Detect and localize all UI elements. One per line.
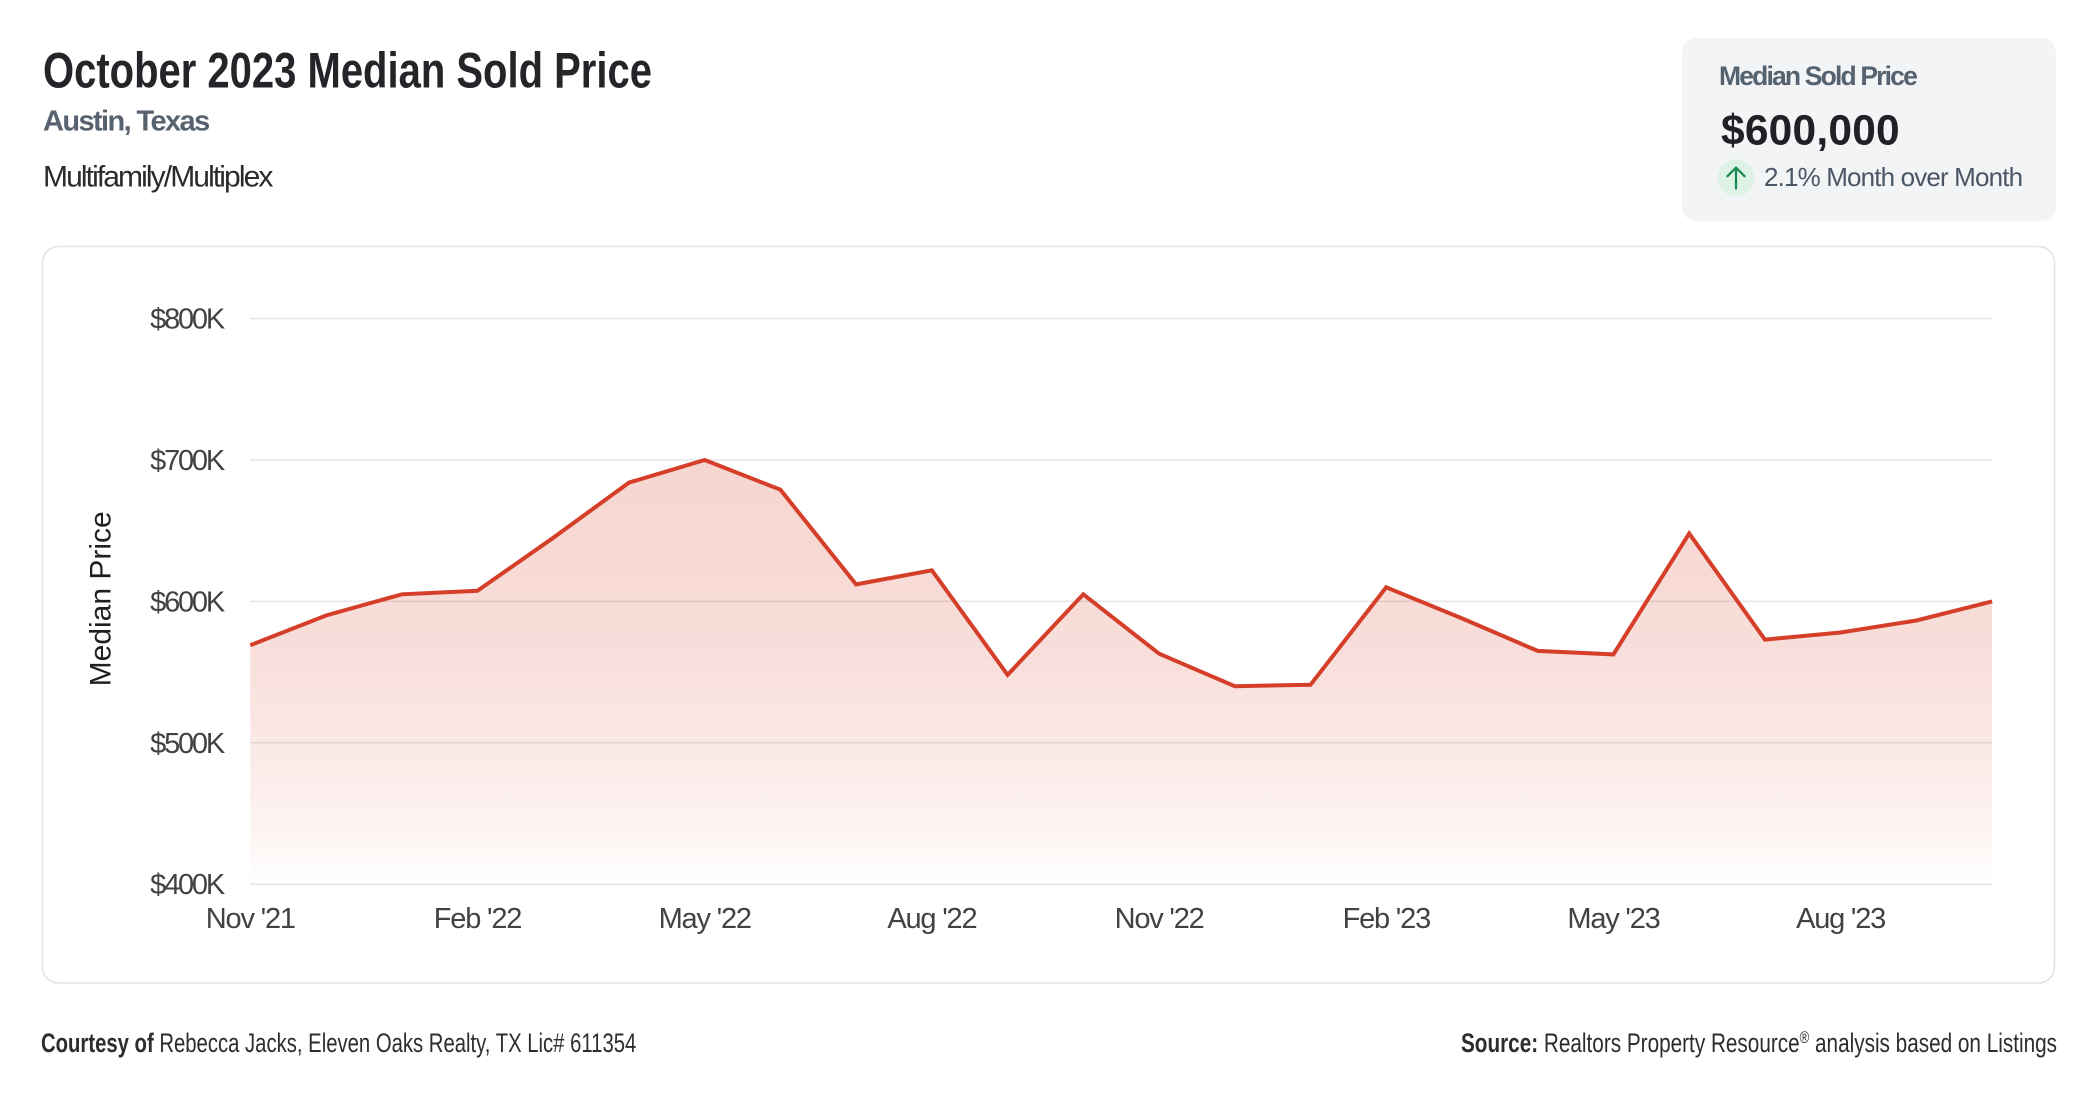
- svg-text:Feb '23: Feb '23: [1343, 903, 1430, 935]
- svg-text:Nov '21: Nov '21: [206, 903, 295, 935]
- svg-text:Courtesy of Rebecca Jacks, Ele: Courtesy of Rebecca Jacks, Eleven Oaks R…: [41, 1028, 636, 1059]
- svg-text:$600K: $600K: [150, 586, 226, 618]
- svg-text:$700K: $700K: [150, 445, 226, 477]
- svg-text:Aug '23: Aug '23: [1796, 903, 1885, 935]
- svg-text:Feb '22: Feb '22: [434, 903, 521, 935]
- svg-text:May '23: May '23: [1567, 903, 1659, 935]
- svg-text:Austin, Texas: Austin, Texas: [43, 105, 209, 137]
- svg-text:Median Price: Median Price: [85, 511, 118, 686]
- svg-text:October 2023 Median Sold Price: October 2023 Median Sold Price: [43, 42, 652, 98]
- svg-text:$500K: $500K: [150, 728, 226, 760]
- svg-text:Source: Realtors Property Reso: Source: Realtors Property Resource® anal…: [1461, 1028, 2057, 1058]
- svg-text:$800K: $800K: [150, 304, 226, 336]
- svg-text:Median Sold Price: Median Sold Price: [1719, 61, 1917, 91]
- svg-text:2.1% Month over Month: 2.1% Month over Month: [1764, 162, 2022, 192]
- svg-text:May '22: May '22: [659, 903, 751, 935]
- svg-text:Nov '22: Nov '22: [1115, 903, 1204, 935]
- svg-text:Multifamily/Multiplex: Multifamily/Multiplex: [43, 160, 273, 193]
- svg-text:Aug '22: Aug '22: [887, 903, 976, 935]
- svg-text:$400K: $400K: [150, 869, 226, 901]
- svg-text:$600,000: $600,000: [1721, 107, 1900, 154]
